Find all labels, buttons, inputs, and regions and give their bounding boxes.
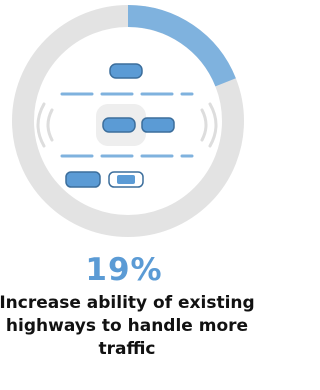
traffic-illustration: [38, 64, 216, 187]
chart: [0, 0, 248, 250]
page: 19% Increase ability of existing highway…: [0, 0, 248, 390]
caption: Increase ability of existing highways to…: [0, 292, 272, 361]
percent-label: 19%: [0, 252, 248, 288]
